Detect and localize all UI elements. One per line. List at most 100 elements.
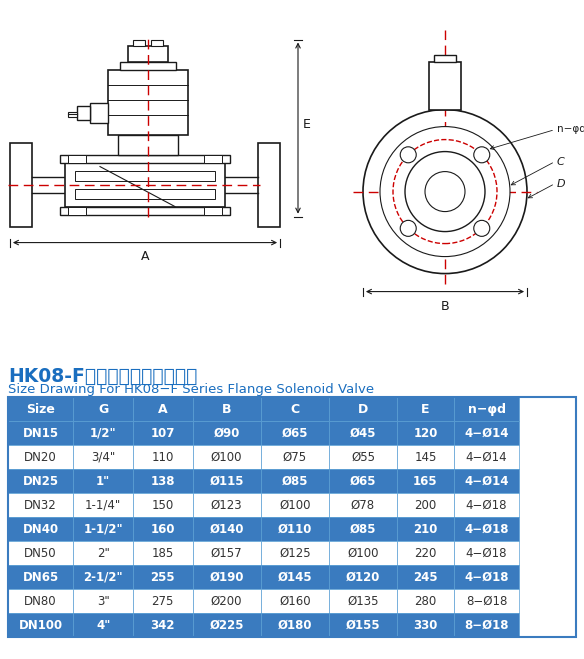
Bar bbox=[397, 469, 454, 493]
Bar bbox=[193, 517, 261, 541]
Bar bbox=[454, 589, 519, 613]
Text: 342: 342 bbox=[151, 619, 175, 631]
Bar bbox=[397, 445, 454, 469]
Bar bbox=[261, 613, 329, 637]
Text: E: E bbox=[421, 403, 430, 416]
Bar bbox=[329, 565, 397, 589]
Text: Ø85: Ø85 bbox=[281, 474, 308, 488]
Text: 4−Ø18: 4−Ø18 bbox=[466, 499, 507, 511]
Circle shape bbox=[474, 147, 490, 163]
Bar bbox=[133, 517, 193, 541]
Bar bbox=[74, 397, 133, 421]
Bar bbox=[454, 469, 519, 493]
Bar bbox=[193, 589, 261, 613]
Text: Size: Size bbox=[26, 403, 55, 416]
Bar bbox=[133, 589, 193, 613]
Bar bbox=[74, 421, 133, 445]
Text: 330: 330 bbox=[413, 619, 437, 631]
Text: Ø200: Ø200 bbox=[211, 594, 242, 608]
Bar bbox=[8, 421, 74, 445]
Text: Ø110: Ø110 bbox=[277, 523, 312, 536]
Text: 165: 165 bbox=[413, 474, 438, 488]
Bar bbox=[68, 155, 86, 163]
Text: 1-1/4": 1-1/4" bbox=[85, 499, 121, 511]
Bar bbox=[151, 40, 163, 45]
Bar bbox=[60, 206, 230, 215]
Bar bbox=[261, 517, 329, 541]
Text: Ø65: Ø65 bbox=[281, 426, 308, 440]
Text: Ø157: Ø157 bbox=[211, 546, 242, 559]
Text: 255: 255 bbox=[151, 571, 175, 583]
Text: 150: 150 bbox=[152, 499, 174, 511]
Bar bbox=[397, 541, 454, 565]
Text: 3": 3" bbox=[97, 594, 110, 608]
Text: 280: 280 bbox=[415, 594, 437, 608]
Text: Ø180: Ø180 bbox=[277, 619, 312, 631]
Text: DN50: DN50 bbox=[25, 546, 57, 559]
Text: Ø140: Ø140 bbox=[210, 523, 244, 536]
Circle shape bbox=[363, 109, 527, 273]
Text: DN100: DN100 bbox=[19, 619, 62, 631]
Circle shape bbox=[380, 127, 510, 256]
Text: 138: 138 bbox=[151, 474, 175, 488]
Bar bbox=[193, 469, 261, 493]
Circle shape bbox=[400, 147, 416, 163]
Text: Ø100: Ø100 bbox=[347, 546, 379, 559]
Circle shape bbox=[474, 220, 490, 237]
Bar bbox=[74, 613, 133, 637]
Text: 8−Ø18: 8−Ø18 bbox=[464, 619, 509, 631]
Text: Ø100: Ø100 bbox=[211, 451, 242, 463]
Text: A: A bbox=[158, 403, 168, 416]
Bar bbox=[133, 541, 193, 565]
Text: Ø125: Ø125 bbox=[279, 546, 311, 559]
Bar bbox=[193, 613, 261, 637]
Text: D: D bbox=[557, 179, 566, 188]
Bar bbox=[454, 397, 519, 421]
Text: C: C bbox=[290, 403, 300, 416]
Bar bbox=[10, 142, 32, 227]
Text: Ø78: Ø78 bbox=[351, 499, 375, 511]
Text: 107: 107 bbox=[151, 426, 175, 440]
Bar bbox=[397, 613, 454, 637]
Bar bbox=[68, 111, 77, 117]
Text: DN15: DN15 bbox=[23, 426, 59, 440]
Bar bbox=[329, 613, 397, 637]
Bar bbox=[77, 105, 90, 119]
Text: 185: 185 bbox=[152, 546, 174, 559]
Text: Ø190: Ø190 bbox=[210, 571, 244, 583]
Text: DN20: DN20 bbox=[25, 451, 57, 463]
Bar bbox=[128, 45, 168, 61]
Bar bbox=[193, 445, 261, 469]
Bar bbox=[329, 397, 397, 421]
Bar bbox=[454, 445, 519, 469]
Bar bbox=[261, 565, 329, 589]
Bar bbox=[74, 565, 133, 589]
Bar bbox=[193, 397, 261, 421]
Text: HK08-F系列法兰电磁阀尺寸图: HK08-F系列法兰电磁阀尺寸图 bbox=[8, 367, 197, 386]
Bar bbox=[8, 469, 74, 493]
Bar bbox=[133, 40, 145, 45]
Text: 2-1/2": 2-1/2" bbox=[84, 571, 123, 583]
Bar bbox=[133, 469, 193, 493]
Text: Ø120: Ø120 bbox=[346, 571, 380, 583]
Bar bbox=[261, 469, 329, 493]
Text: Ø155: Ø155 bbox=[346, 619, 380, 631]
Bar bbox=[204, 155, 222, 163]
Bar bbox=[329, 493, 397, 517]
Bar bbox=[8, 493, 74, 517]
Bar bbox=[74, 589, 133, 613]
Bar bbox=[193, 421, 261, 445]
Bar bbox=[65, 163, 225, 206]
Bar bbox=[429, 61, 461, 109]
Bar bbox=[74, 469, 133, 493]
Bar bbox=[397, 565, 454, 589]
Bar bbox=[329, 541, 397, 565]
Bar bbox=[8, 517, 74, 541]
Text: 4": 4" bbox=[96, 619, 110, 631]
Bar bbox=[454, 541, 519, 565]
Bar bbox=[8, 613, 74, 637]
Bar bbox=[8, 397, 74, 421]
Bar bbox=[8, 397, 576, 637]
Bar bbox=[133, 613, 193, 637]
Bar bbox=[193, 541, 261, 565]
